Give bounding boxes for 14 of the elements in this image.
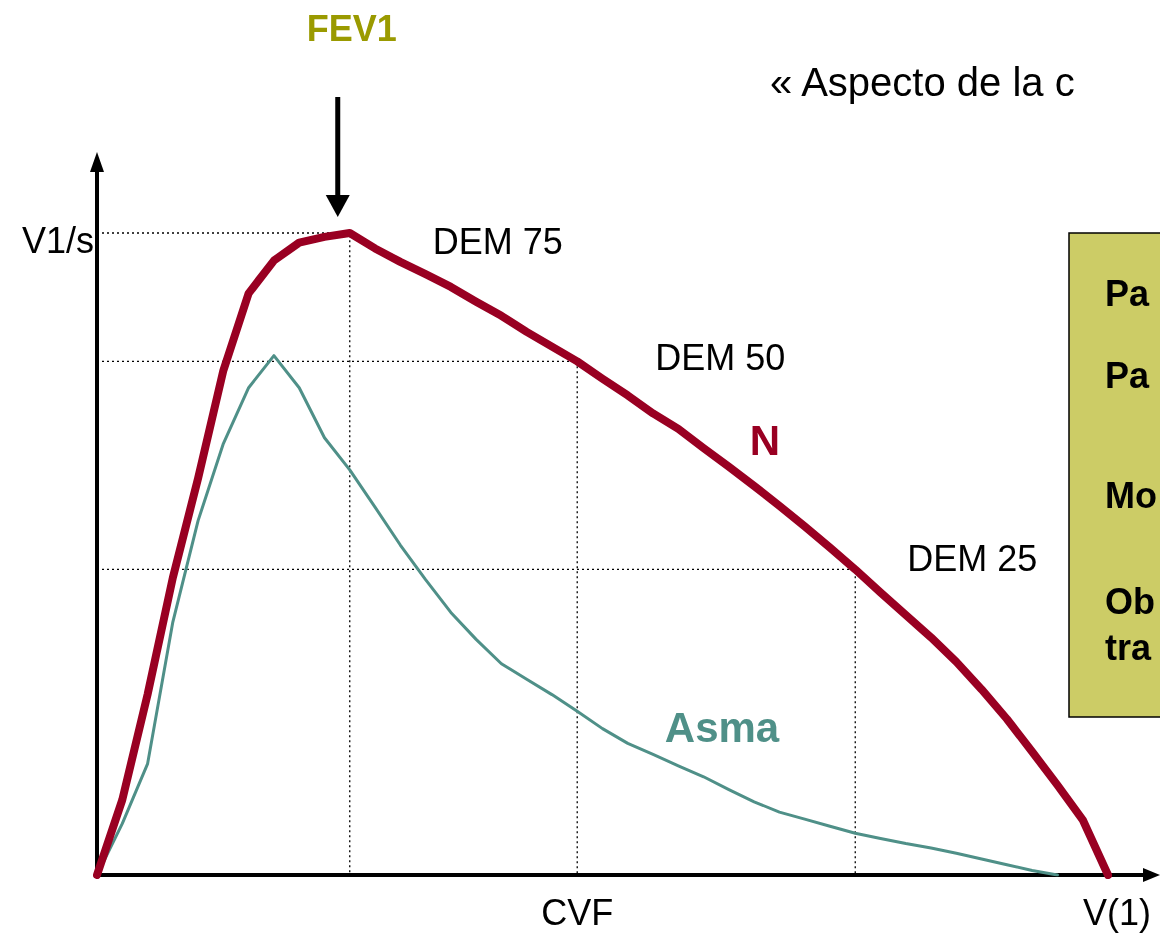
- annotation: DEM 25: [907, 537, 1038, 579]
- annotation: Pa: [1105, 272, 1151, 314]
- ref-line-label: CVF: [541, 891, 614, 933]
- annotation: DEM 50: [655, 336, 786, 378]
- series-label: Asma: [664, 703, 780, 751]
- annotation: Ob tra: [1105, 580, 1155, 668]
- chart-title: « Aspecto de la c: [770, 60, 1075, 104]
- annotation: DEM 75: [432, 220, 563, 262]
- annotation: Mo: [1105, 474, 1157, 516]
- text: FEV1: [306, 7, 397, 49]
- x-axis-title: V(1): [1083, 891, 1152, 933]
- annotation: Pa: [1105, 354, 1151, 396]
- y-axis-title: V1/s: [21, 219, 94, 261]
- series-label: N: [749, 416, 781, 464]
